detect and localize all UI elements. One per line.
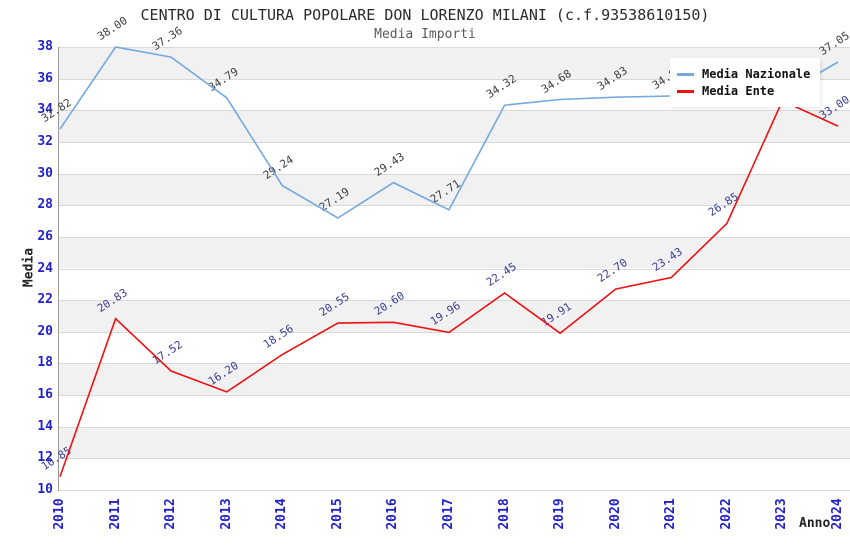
y-tick-label: 30 [37,165,53,181]
y-tick-label: 10 [37,482,53,497]
x-tick-label: 2019 [552,498,568,530]
chart-title: CENTRO DI CULTURA POPOLARE DON LORENZO M… [140,6,710,24]
legend-label: Media Ente [702,84,775,98]
gridline [59,268,850,270]
gridline [59,236,850,238]
y-tick-label: 12 [37,450,53,466]
legend-item: Media Nazionale [677,67,813,81]
y-tick-label: 22 [37,292,53,308]
gridline [59,395,850,397]
x-tick-label: 2011 [107,498,123,530]
x-tick-label: 2014 [274,498,290,530]
gridline [59,110,850,112]
x-tick-label: 2020 [607,498,623,530]
y-tick-label: 26 [37,228,53,244]
x-tick-label: 2021 [663,498,679,530]
y-tick-label: 20 [37,323,53,339]
y-tick-label: 38 [37,39,53,54]
x-axis-title: Anno [799,516,831,531]
gridline [59,47,850,48]
x-tick-label: 2024 [829,498,845,530]
legend-line-sample [677,72,694,76]
x-tick-label: 2012 [163,498,179,530]
gridline [59,141,850,143]
legend-label: Media Nazionale [702,67,811,81]
gridline [59,490,850,491]
y-tick-label: 24 [37,260,53,276]
plot-area [58,47,850,491]
x-tick-label: 2016 [385,498,401,530]
y-tick-label: 18 [37,355,53,371]
legend-line-sample [677,89,694,93]
x-tick-label: 2023 [774,498,790,530]
x-tick-label: 2022 [718,498,734,530]
y-tick-label: 16 [37,387,53,403]
gridline [59,363,850,365]
background-band [59,236,850,269]
x-tick-label: 2017 [440,498,456,530]
x-tick-label: 2018 [496,498,512,530]
chart-subtitle: Media Importi [374,27,476,42]
x-tick-label: 2013 [218,498,234,530]
gridline [59,426,850,428]
y-tick-label: 28 [37,197,53,213]
gridline [59,458,850,460]
x-tick-label: 2010 [52,498,67,530]
y-tick-label: 32 [37,133,53,149]
background-band [59,426,850,459]
y-tick-label: 36 [37,70,53,86]
legend-item: Media Ente [677,84,813,98]
background-band [59,110,850,142]
y-tick-label: 34 [37,102,53,118]
chart-legend: Media Nazionale Media Ente [670,58,820,107]
gridline [59,173,850,175]
x-tick-label: 2015 [329,498,345,530]
background-band [59,363,850,396]
y-tick-label: 14 [37,418,53,434]
gridline [59,331,850,333]
